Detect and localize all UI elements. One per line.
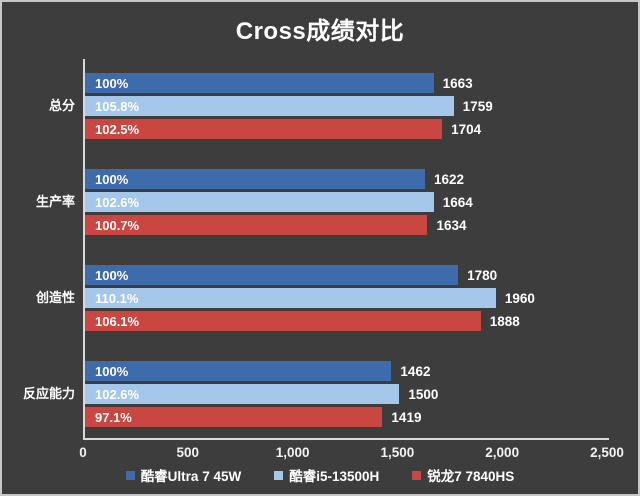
bar-row: 100% 1780 bbox=[85, 265, 609, 285]
value-label: 1663 bbox=[442, 75, 473, 91]
value-label: 1759 bbox=[462, 98, 493, 114]
percent-label: 110.1% bbox=[95, 290, 139, 306]
percent-label: 97.1% bbox=[95, 409, 132, 425]
value-label: 1419 bbox=[391, 409, 422, 425]
bar-group: 100% 1780 110.1% 1960 106.1% 1888 bbox=[85, 265, 609, 331]
bar: 100% bbox=[85, 169, 425, 189]
bar: 105.8% bbox=[85, 96, 454, 116]
value-axis: 0 500 1,000 1,500 2,000 2,500 bbox=[2, 445, 638, 461]
bar: 102.5% bbox=[85, 119, 443, 139]
bar: 100% bbox=[85, 73, 434, 93]
percent-label: 105.8% bbox=[95, 98, 140, 114]
bar: 97.1% bbox=[85, 407, 383, 427]
bar-row: 100.7% 1634 bbox=[85, 215, 609, 235]
legend-swatch-icon bbox=[125, 470, 135, 480]
bar-row: 102.6% 1664 bbox=[85, 192, 609, 212]
value-label: 1622 bbox=[433, 171, 465, 187]
category-axis: 总分生产率创造性反应能力 bbox=[2, 59, 75, 440]
x-tick-label: 500 bbox=[176, 445, 200, 460]
legend-label: 酷睿i5-13500H bbox=[289, 469, 380, 484]
category-label: 总分 bbox=[48, 98, 75, 113]
x-tick-label: 1,000 bbox=[275, 445, 310, 460]
x-tick-label: 2,000 bbox=[485, 445, 520, 460]
percent-label: 100% bbox=[95, 171, 129, 187]
value-label: 1704 bbox=[451, 121, 482, 137]
bar: 102.6% bbox=[85, 192, 434, 212]
bar: 100% bbox=[85, 265, 459, 285]
bar-row: 100% 1663 bbox=[85, 73, 609, 93]
bar: 100% bbox=[85, 361, 392, 381]
bar-row: 100% 1622 bbox=[85, 169, 609, 189]
bar: 102.6% bbox=[85, 384, 400, 404]
percent-label: 100% bbox=[95, 363, 129, 379]
bar-group: 100% 1663 105.8% 1759 102.5% 1704 bbox=[85, 73, 609, 139]
bar-row: 102.5% 1704 bbox=[85, 119, 609, 139]
legend-swatch-icon bbox=[274, 470, 284, 480]
bar-group: 100% 1622 102.6% 1664 100.7% 1634 bbox=[85, 169, 609, 235]
bar: 106.1% bbox=[85, 311, 481, 331]
bar-row: 110.1% 1960 bbox=[85, 288, 609, 308]
value-label: 1500 bbox=[408, 386, 439, 402]
percent-label: 106.1% bbox=[95, 313, 140, 329]
plot-area: 100% 1663 105.8% 1759 102.5% 1704 100% 1622 102.… bbox=[83, 59, 609, 440]
value-label: 1664 bbox=[442, 194, 473, 210]
percent-label: 100.7% bbox=[95, 217, 140, 233]
percent-label: 102.6% bbox=[95, 194, 140, 210]
legend-label: 酷睿Ultra 7 45W bbox=[140, 469, 242, 484]
bar-row: 100% 1462 bbox=[85, 361, 609, 381]
bar: 100.7% bbox=[85, 215, 428, 235]
chart-title: Cross成绩对比 bbox=[235, 18, 405, 45]
bar: 110.1% bbox=[85, 288, 496, 308]
value-label: 1960 bbox=[504, 290, 535, 306]
value-label: 1888 bbox=[489, 313, 520, 329]
bar-row: 106.1% 1888 bbox=[85, 311, 609, 331]
bar-row: 97.1% 1419 bbox=[85, 407, 609, 427]
legend-item: 锐龙7 7840HS bbox=[412, 465, 514, 485]
x-tick-label: 1,500 bbox=[380, 445, 415, 460]
value-label: 1780 bbox=[467, 267, 498, 283]
value-label: 1634 bbox=[436, 217, 467, 233]
percent-label: 102.5% bbox=[95, 121, 140, 137]
bar-row: 105.8% 1759 bbox=[85, 96, 609, 116]
legend-item: 酷睿Ultra 7 45W bbox=[125, 465, 242, 485]
category-label: 创造性 bbox=[35, 290, 75, 305]
category-label: 生产率 bbox=[35, 194, 75, 209]
category-label: 反应能力 bbox=[22, 386, 75, 401]
legend-swatch-icon bbox=[412, 470, 422, 480]
legend-label: 锐龙7 7840HS bbox=[427, 469, 515, 484]
percent-label: 102.6% bbox=[95, 386, 140, 402]
value-label: 1462 bbox=[400, 363, 431, 379]
bar-group: 100% 1462 102.6% 1500 97.1% 1419 bbox=[85, 361, 609, 427]
percent-label: 100% bbox=[95, 75, 129, 91]
legend-item: 酷睿i5-13500H bbox=[274, 465, 379, 485]
legend: 酷睿Ultra 7 45W 酷睿i5-13500H 锐龙7 7840HS bbox=[2, 465, 638, 485]
percent-label: 100% bbox=[95, 267, 129, 283]
x-tick-label: 0 bbox=[79, 445, 87, 460]
bar-row: 102.6% 1500 bbox=[85, 384, 609, 404]
x-tick-label: 2,500 bbox=[590, 445, 624, 460]
